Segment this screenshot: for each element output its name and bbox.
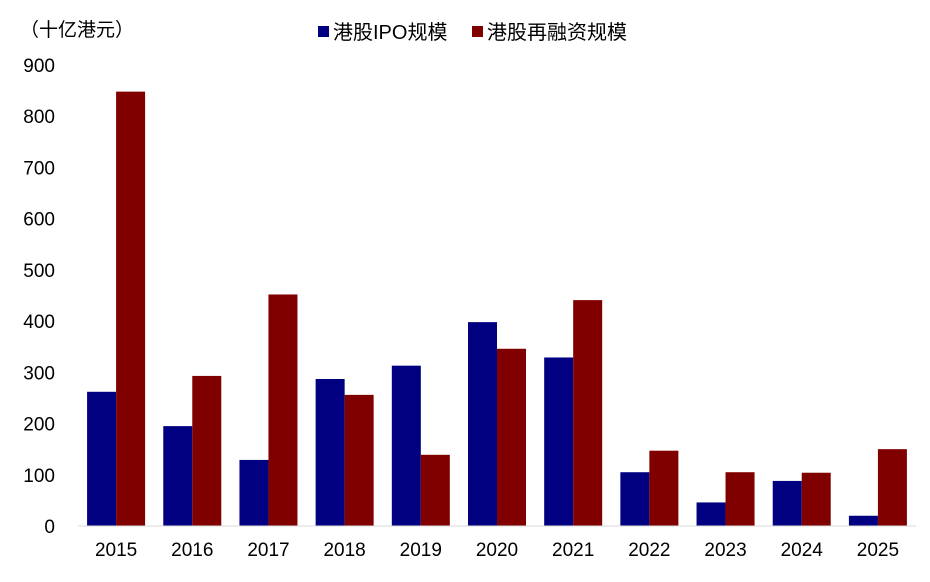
y-tick-label: 800 — [23, 107, 55, 128]
y-tick-label: 400 — [23, 312, 55, 333]
bar-refinancing-2022 — [649, 450, 679, 526]
y-tick-label: 0 — [44, 517, 55, 538]
y-tick-label: 900 — [23, 56, 55, 77]
legend: 港股IPO规模 港股再融资规模 — [318, 21, 627, 44]
bar-refinancing-2017 — [268, 294, 298, 526]
x-tick-label: 2024 — [781, 540, 824, 561]
x-tick-label: 2021 — [552, 540, 594, 561]
y-tick-label: 100 — [23, 466, 55, 487]
y-axis-unit-label: （十亿港元） — [20, 19, 134, 41]
bar-refinancing-2021 — [573, 300, 603, 526]
y-tick-label: 300 — [23, 363, 55, 384]
x-tick-label: 2025 — [857, 540, 899, 561]
bar-ipo-2018 — [315, 378, 345, 526]
x-axis: 2015 2016 2017 2018 2019 2020 2021 2022 2023 2024… — [95, 540, 899, 561]
legend-label-ipo: 港股IPO规模 — [333, 21, 447, 44]
legend-swatch-ipo — [318, 26, 329, 37]
bar-refinancing-2020 — [497, 348, 526, 526]
x-tick-label: 2017 — [247, 540, 289, 561]
bars — [87, 91, 907, 526]
bar-refinancing-2024 — [801, 472, 831, 526]
bar-ipo-2019 — [391, 365, 421, 526]
bar-ipo-2015 — [87, 391, 117, 526]
legend-label-refinancing: 港股再融资规模 — [487, 21, 627, 44]
y-tick-label: 600 — [23, 210, 55, 231]
x-tick-label: 2020 — [476, 540, 518, 561]
x-tick-label: 2022 — [628, 540, 670, 561]
bar-ipo-2017 — [239, 459, 269, 526]
x-tick-label: 2018 — [323, 540, 365, 561]
legend-swatch-refinancing — [472, 26, 483, 37]
bar-ipo-2021 — [544, 357, 574, 526]
y-axis: 0 100 200 300 400 500 600 700 800 900 — [23, 56, 55, 538]
bar-ipo-2023 — [696, 502, 726, 526]
x-tick-label: 2019 — [400, 540, 442, 561]
bar-refinancing-2018 — [344, 394, 374, 526]
y-tick-label: 700 — [23, 158, 55, 179]
bar-refinancing-2016 — [192, 375, 222, 526]
x-tick-label: 2016 — [171, 540, 213, 561]
bar-ipo-2024 — [772, 480, 802, 526]
bar-refinancing-2019 — [420, 454, 450, 526]
bar-refinancing-2015 — [116, 91, 146, 526]
x-tick-label: 2015 — [95, 540, 137, 561]
y-tick-label: 500 — [23, 261, 55, 282]
x-tick-label: 2023 — [704, 540, 746, 561]
bar-refinancing-2023 — [725, 472, 755, 526]
bar-ipo-2016 — [163, 426, 193, 526]
bar-ipo-2025 — [848, 515, 878, 526]
bar-ipo-2020 — [468, 322, 497, 526]
bar-refinancing-2025 — [877, 449, 907, 526]
y-tick-label: 200 — [23, 415, 55, 436]
bar-ipo-2022 — [620, 472, 650, 526]
